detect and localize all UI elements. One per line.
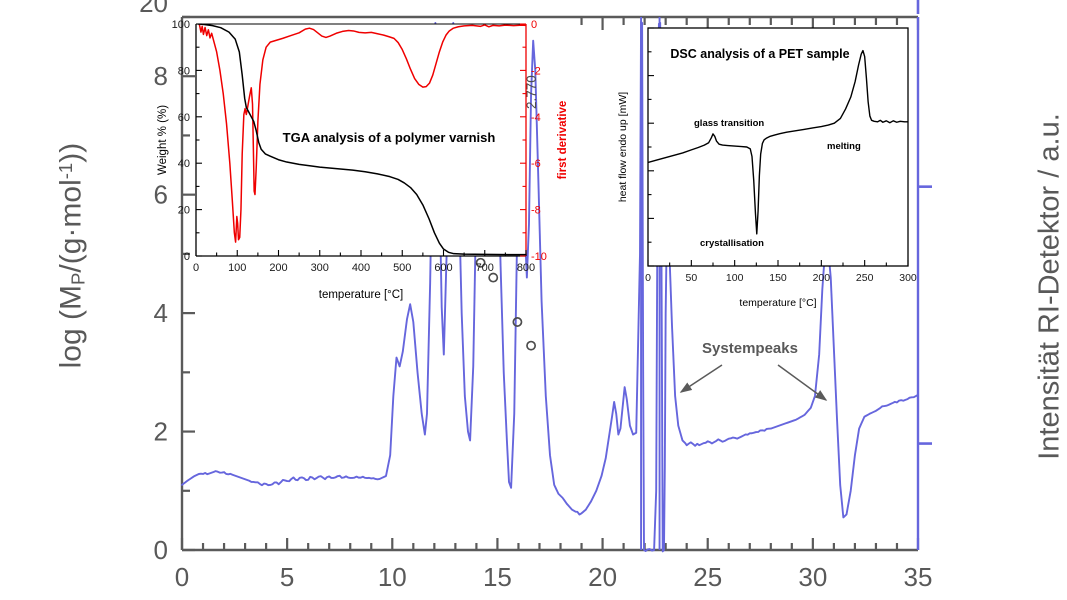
systempeaks-arrow-left bbox=[679, 364, 723, 393]
gpc-y-tick-label: 0 bbox=[154, 535, 168, 565]
tga-x-tick-label: 200 bbox=[269, 262, 287, 274]
tga-x-axis-title: temperature [°C] bbox=[319, 289, 404, 301]
tga-right-tick-label: 0 bbox=[531, 19, 537, 31]
calibration-point bbox=[526, 340, 537, 351]
gpc-x-tick-label: 35 bbox=[904, 562, 933, 592]
calibration-point bbox=[488, 272, 499, 283]
gpc-y-tick-label: 2 bbox=[154, 417, 168, 447]
tga-right-tick-label: -10 bbox=[531, 251, 547, 263]
gpc-y-tick-label-20: 20 bbox=[139, 0, 168, 18]
tga-y-tick-label: 100 bbox=[172, 19, 190, 31]
gpc-x-tick-label: 10 bbox=[378, 562, 407, 592]
gpc-x-tick-label: 30 bbox=[798, 562, 827, 592]
gpc-x-tick-label: 20 bbox=[588, 562, 617, 592]
dsc-group: 0 50 100 150 200 250 300 DSC analysis of a PET … bbox=[617, 27, 917, 309]
gpc-y-tick-label: 8 bbox=[154, 61, 168, 91]
tga-x-tick-label: 500 bbox=[393, 262, 411, 274]
gpc-y-axis-title-text: log (MP/(g·mol-1)) bbox=[54, 142, 89, 369]
tga-x-tick-label: 400 bbox=[352, 262, 370, 274]
dsc-svg: 0 50 100 150 200 250 300 DSC analysis of a PET … bbox=[617, 27, 917, 309]
dsc-x-tick-label: 300 bbox=[899, 272, 917, 284]
tga-plot-bg bbox=[196, 24, 526, 256]
tga-y-tick-label: 20 bbox=[178, 205, 190, 217]
dsc-annotation-melting: melting bbox=[827, 141, 861, 152]
gpc-x-tick-label: 15 bbox=[483, 562, 512, 592]
systempeaks-label: Systempeaks bbox=[702, 340, 798, 357]
gpc-x-tick-label: 5 bbox=[280, 562, 294, 592]
dsc-x-tick-label: 100 bbox=[726, 272, 744, 284]
tga-y-tick-label: 0 bbox=[184, 251, 190, 263]
calibration-point bbox=[475, 257, 486, 268]
tga-svg: 0 100 200 300 400 500 600 700 800020406080100-10… bbox=[157, 19, 569, 301]
tga-traces bbox=[197, 24, 526, 256]
dsc-x-tick-label: 50 bbox=[685, 272, 697, 284]
systempeaks-arrow-right bbox=[777, 364, 828, 401]
tga-x-tick-label: 800 bbox=[517, 262, 535, 274]
tga-x-tick-label: 700 bbox=[476, 262, 494, 274]
gpc-y-tick-label: 4 bbox=[154, 298, 168, 328]
gpc-ri-trace bbox=[181, 21, 919, 553]
gpc-y-tick-label: 6 bbox=[154, 180, 168, 210]
tga-inset-panel: 0 100 200 300 400 500 600 700 800 0 20 40 60 80 100 -10… bbox=[148, 12, 569, 302]
tga-right-tick-label: -2 bbox=[531, 65, 541, 77]
tga-right-tick-label: -8 bbox=[531, 205, 541, 217]
dsc-title: DSC analysis of a PET sample bbox=[670, 47, 849, 61]
tga-y-tick-label: 60 bbox=[178, 112, 190, 124]
tga-y-tick-label: 40 bbox=[178, 158, 190, 170]
tga-title: TGA analysis of a polymer varnish bbox=[283, 130, 496, 145]
gpc-right-axis-title: Intensität RI-Detektor / a.u. bbox=[1033, 113, 1066, 460]
dsc-x-tick-label: 0 bbox=[645, 272, 651, 284]
dsc-x-tick-label: 250 bbox=[856, 272, 874, 284]
tga-right-tick-label: -4 bbox=[531, 112, 541, 124]
dsc-annotation-glass-transition: glass transition bbox=[694, 118, 764, 129]
tga-x-tick-label: 600 bbox=[434, 262, 452, 274]
dsc-inset-panel: 0 50 100 150 200 250 300 DSC analysis of a PET … bbox=[612, 18, 932, 309]
tga-x-tick-label: 100 bbox=[228, 262, 246, 274]
tga-right-tick-label: -6 bbox=[531, 158, 541, 170]
calibration-point bbox=[512, 317, 523, 327]
tga-right-axis-title: first derivative bbox=[557, 101, 569, 180]
dsc-x-axis-title: temperature [°C] bbox=[739, 297, 816, 309]
gpc-x-tick-label: 0 bbox=[175, 562, 189, 592]
tga-weight-trace bbox=[197, 24, 526, 256]
tga-x-tick-label: 0 bbox=[193, 262, 199, 274]
gpc-x-tick-label: 25 bbox=[693, 562, 722, 592]
tga-x-tick-label: 300 bbox=[311, 262, 329, 274]
dsc-traces bbox=[648, 49, 908, 235]
peak-label: 2.770 bbox=[524, 75, 539, 109]
dsc-heatflow-trace bbox=[648, 49, 908, 235]
dsc-plot-frame bbox=[647, 27, 909, 267]
gpc-y-axis-title: log (MP/(g·mol-1)) bbox=[54, 76, 89, 436]
dsc-annotation-crystallisation: crystallisation bbox=[700, 238, 764, 249]
dsc-x-tick-label: 200 bbox=[813, 272, 831, 284]
dsc-x-tick-label: 150 bbox=[769, 272, 787, 284]
tga-derivative-trace bbox=[198, 24, 526, 243]
dsc-y-axis-title: heat flow endo up [mW] bbox=[617, 92, 629, 202]
tga-group: 0 100 200 300 400 500 600 700 800020406080100-10… bbox=[157, 19, 569, 301]
tga-y-tick-label: 80 bbox=[178, 65, 190, 77]
tga-y-axis-title: Weight % (%) bbox=[157, 105, 169, 175]
